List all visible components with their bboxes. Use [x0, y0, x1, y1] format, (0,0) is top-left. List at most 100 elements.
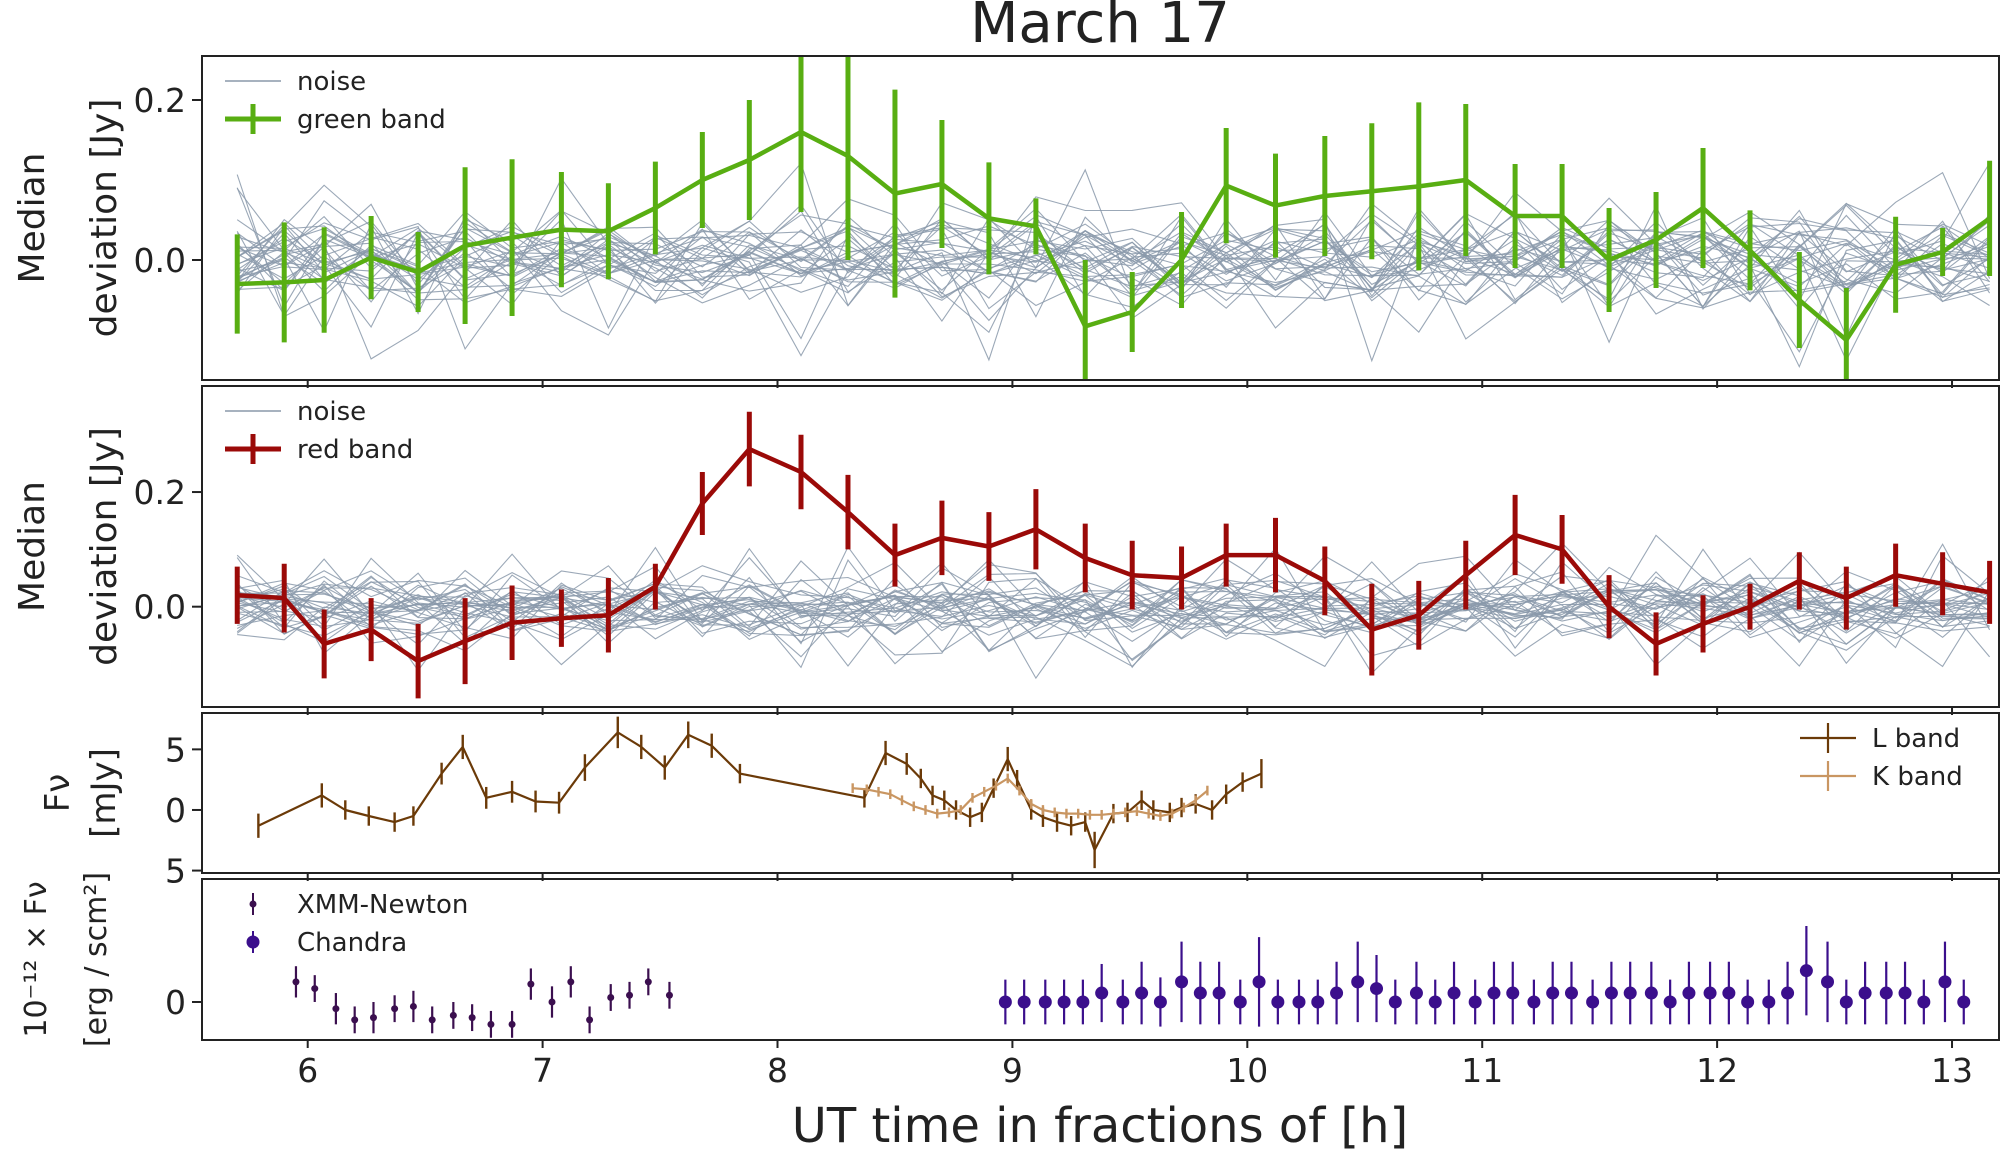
y-axis-label-line: Fν [38, 774, 78, 813]
axes-frame [201, 878, 2000, 1041]
y-tick-label: 0.2 [134, 473, 186, 512]
noise-line [236, 561, 1990, 665]
legend-entry: K band [1800, 761, 1963, 792]
data-point [1388, 995, 1402, 1009]
data-point [1741, 995, 1755, 1009]
data-point [1095, 986, 1109, 1000]
legend-marker [246, 935, 260, 949]
data-point [292, 978, 300, 986]
data-point [567, 978, 575, 986]
data-point [351, 1016, 359, 1024]
noise-line [237, 570, 1991, 658]
data-point [1057, 995, 1071, 1009]
legend-label: Chandra [297, 928, 407, 958]
legend-marker [249, 900, 257, 908]
noise-line [236, 564, 1990, 660]
panel-xray: 0 6 7 8 9 10 11 12 13 10⁻¹² × Fν [erg / scm²] XMM-N… [19, 872, 2000, 1090]
data-point [332, 1005, 340, 1013]
data-point [1468, 995, 1482, 1009]
data-point [1858, 986, 1872, 1000]
data-point [1957, 995, 1971, 1009]
data-point [1604, 986, 1618, 1000]
data-point [1017, 995, 1031, 1009]
y-tick-label: 5 [165, 730, 186, 769]
data-point [391, 1005, 399, 1013]
noise-line [236, 202, 1990, 329]
legend-label: noise [297, 67, 366, 97]
y-tick-label: 0.0 [134, 588, 186, 627]
noise-line [237, 575, 1990, 639]
x-tick-label: 10 [1226, 1051, 1268, 1090]
data-point [1799, 964, 1813, 978]
data-point [311, 985, 319, 993]
data-point [1038, 995, 1052, 1009]
data-point [527, 980, 535, 988]
axes-frame [201, 385, 2000, 708]
data-point [626, 991, 634, 999]
noise-line [236, 555, 1990, 649]
data-point [409, 1002, 417, 1010]
data-point [1193, 986, 1207, 1000]
data-point [1722, 986, 1736, 1000]
x-tick-label: 12 [1696, 1051, 1738, 1090]
data-point [508, 1020, 516, 1028]
noise-line [236, 218, 1990, 363]
data-point [1703, 986, 1717, 1000]
noise-line [237, 191, 1991, 357]
data-point [1682, 986, 1696, 1000]
legend-label: XMM-Newton [297, 890, 468, 920]
noise-line [237, 212, 1990, 362]
y-tick-label: 5 [165, 852, 186, 891]
data-point [468, 1014, 476, 1022]
y-tick-label: 0.0 [134, 241, 186, 280]
noise-line [236, 553, 1990, 651]
x-tick-label: 9 [1002, 1051, 1023, 1090]
data-point [1233, 995, 1247, 1009]
data-point [1487, 986, 1501, 1000]
series-line [237, 446, 1991, 664]
data-point [487, 1020, 495, 1028]
legend-entry: noise [225, 397, 366, 427]
data-point [1175, 975, 1189, 989]
plot-area [234, 56, 1993, 380]
data-point [1564, 986, 1578, 1000]
noise-line [237, 580, 1990, 668]
legend-label: red band [297, 435, 413, 465]
noise-line [236, 220, 1991, 300]
data-point [665, 991, 673, 999]
data-point [1370, 982, 1384, 996]
data-point [607, 994, 615, 1002]
plot-area [234, 411, 1993, 699]
noise-line [237, 547, 1990, 652]
data-point [369, 1014, 377, 1022]
data-point [1586, 995, 1600, 1009]
legend-entry: L band [1800, 723, 1960, 754]
data-point [1839, 995, 1853, 1009]
noise-line [237, 171, 1991, 362]
data-point [1351, 975, 1365, 989]
legend-entry: green band [225, 104, 446, 135]
noise-line [236, 557, 1990, 640]
data-point [1781, 986, 1795, 1000]
data-point [1153, 995, 1167, 1009]
data-point [1311, 995, 1325, 1009]
noise-line [236, 557, 1990, 656]
legend-entry: noise [225, 67, 366, 97]
x-tick-label: 6 [297, 1051, 318, 1090]
data-point [1879, 986, 1893, 1000]
noise-line [236, 203, 1991, 299]
data-point [1898, 986, 1912, 1000]
figure-title: March 17 [970, 0, 1230, 56]
data-point [1271, 995, 1285, 1009]
y-axis-label-line: deviation [Jy] [84, 427, 125, 666]
data-point [1292, 995, 1306, 1009]
axes-frame [201, 55, 2000, 381]
data-point [1330, 986, 1344, 1000]
y-axis-label-line: [erg / scm²] [79, 872, 114, 1047]
data-point [1644, 986, 1658, 1000]
data-point [586, 1016, 594, 1024]
data-point [1623, 986, 1637, 1000]
data-point [1409, 986, 1423, 1000]
y-tick-label: 0 [165, 791, 186, 830]
data-point [644, 978, 652, 986]
